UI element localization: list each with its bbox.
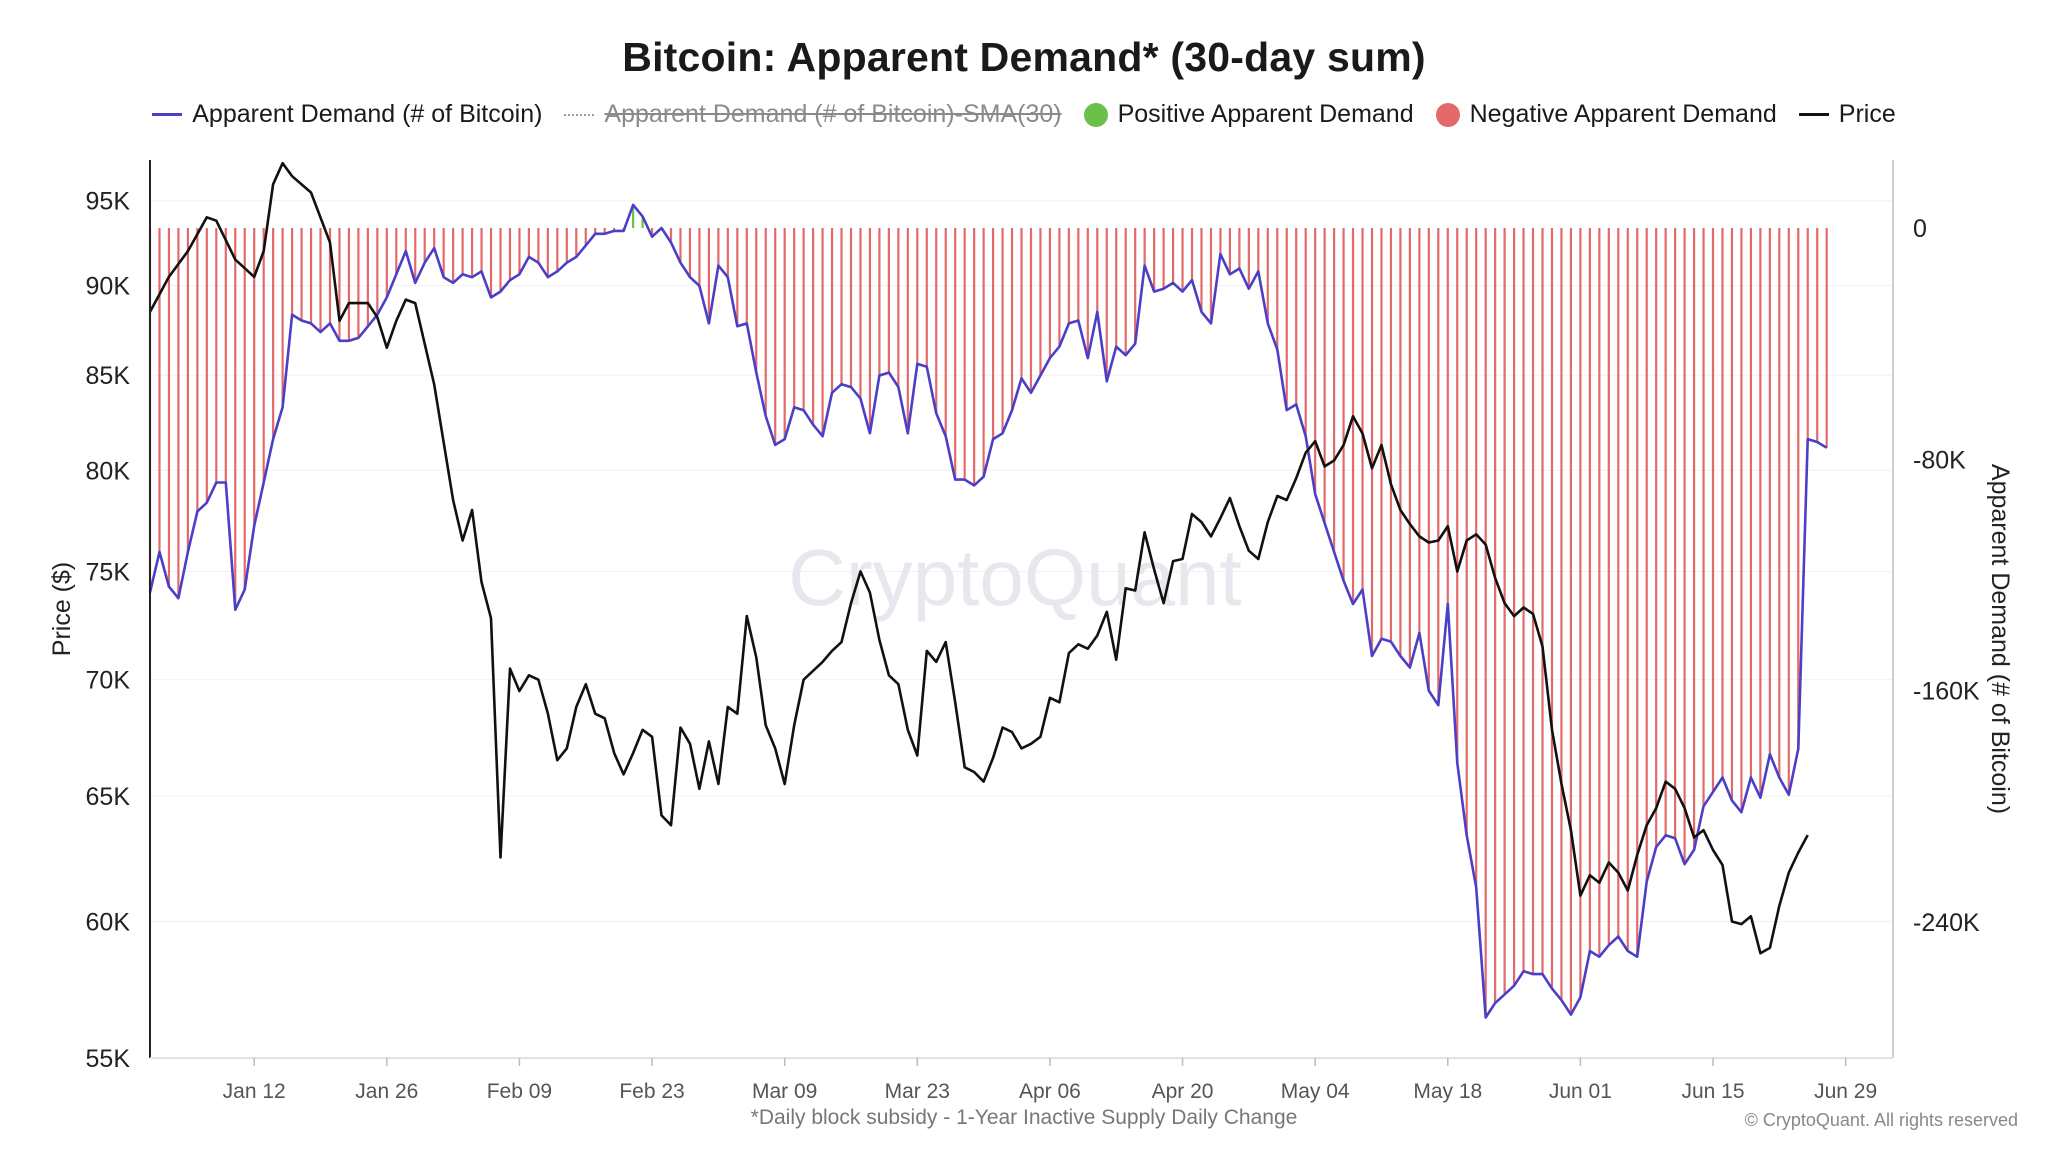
copyright: © CryptoQuant. All rights reserved [1744, 1110, 2018, 1130]
legend-green-dot [1083, 102, 1108, 127]
y-left-tick-label: 75K [86, 559, 131, 587]
legend-item-negative[interactable]: Negative Apparent Demand [1435, 100, 1777, 129]
series-lines [148, 161, 1828, 1019]
legend-price-marker [1798, 113, 1829, 116]
x-tick-label: Jan 26 [355, 1080, 418, 1103]
apparent-demand-line [148, 203, 1828, 1019]
price-line [148, 161, 1809, 955]
x-tick-label: Apr 20 [1152, 1080, 1214, 1103]
legend-label-price: Price [1838, 100, 1896, 128]
y-right-tick-label: 0 [1913, 215, 1927, 243]
x-tick-label: Mar 23 [885, 1080, 950, 1103]
axis-labels: 55K 60K 65K 70K 75K 80K 85K 90K 95K 0 -80K -160K -24… [48, 188, 2014, 1103]
legend-item-sma[interactable]: Apparent Demand (# of Bitcoin)-SMA(30) [564, 100, 1062, 129]
y-right-tick-label: -240K [1913, 909, 1980, 937]
legend-item-apparent-demand[interactable]: Apparent Demand (# of Bitcoin) [152, 100, 542, 129]
y-left-tick-label: 60K [86, 909, 131, 937]
y-left-tick-label: 90K [86, 273, 131, 301]
legend-label-apparent-demand: Apparent Demand (# of Bitcoin) [192, 100, 543, 128]
y-left-tick-label: 80K [86, 457, 131, 485]
y-left-tick-label: 55K [86, 1045, 131, 1073]
legend: Apparent Demand (# of Bitcoin) Apparent … [0, 100, 2048, 129]
x-tick-label: Jun 15 [1681, 1080, 1744, 1103]
x-tick-label: Apr 06 [1019, 1080, 1081, 1103]
legend-label-positive: Positive Apparent Demand [1117, 100, 1414, 128]
chart-title: Bitcoin: Apparent Demand* (30-day sum) [622, 34, 1426, 80]
watermark-text: CryptoQuant [788, 533, 1242, 622]
legend-item-positive[interactable]: Positive Apparent Demand [1083, 100, 1414, 129]
y-right-axis-title: Apparent Demand (# of Bitcoin) [1986, 464, 2014, 814]
y-right-tick-label: -160K [1913, 678, 1980, 706]
x-tick-label: Jun 01 [1549, 1080, 1612, 1103]
legend-label-negative: Negative Apparent Demand [1469, 100, 1777, 128]
y-left-tick-label: 65K [86, 783, 131, 811]
legend-line-marker [152, 113, 183, 116]
legend-dotted-marker [564, 113, 595, 116]
y-left-tick-label: 95K [86, 188, 131, 216]
x-tick-label: Jan 12 [223, 1080, 286, 1103]
axes [149, 160, 1894, 1066]
x-tick-label: Jun 29 [1814, 1080, 1877, 1103]
x-tick-label: Mar 09 [752, 1080, 817, 1103]
legend-label-sma: Apparent Demand (# of Bitcoin)-SMA(30) [604, 100, 1062, 128]
x-tick-label: May 18 [1413, 1080, 1482, 1103]
y-left-tick-label: 85K [86, 362, 131, 390]
x-tick-label: Feb 09 [487, 1080, 552, 1103]
y-left-axis-title: Price ($) [48, 562, 76, 656]
x-tick-label: May 04 [1281, 1080, 1350, 1103]
legend-red-dot [1435, 102, 1460, 127]
demand-bars [148, 204, 1828, 1018]
legend-item-price[interactable]: Price [1798, 100, 1896, 129]
y-right-tick-label: -80K [1913, 446, 1966, 474]
y-left-tick-label: 70K [86, 667, 131, 695]
footnote: *Daily block subsidy - 1-Year Inactive S… [750, 1106, 1298, 1129]
x-tick-label: Feb 23 [619, 1080, 684, 1103]
